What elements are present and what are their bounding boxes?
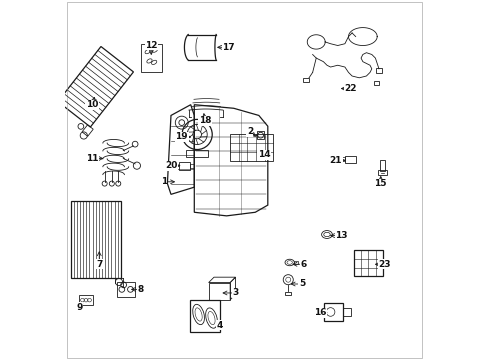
Text: 20: 20 [164,161,177,170]
Text: 14: 14 [257,150,270,159]
Text: 9: 9 [76,303,82,312]
Bar [375,68,382,73]
Text: 8: 8 [137,285,143,294]
Bar [186,149,207,157]
Bar [208,283,230,300]
Text: 11: 11 [86,154,98,163]
Bar [379,160,385,171]
Text: 21: 21 [329,156,342,165]
Bar [70,201,121,278]
Bar [323,303,343,320]
Text: 17: 17 [222,43,234,52]
Text: 15: 15 [374,179,386,188]
Text: 6: 6 [300,260,306,269]
Bar [353,250,382,276]
Text: 19: 19 [175,132,188,141]
Bar [343,308,350,316]
Bar [344,156,355,163]
Bar [117,282,135,297]
Bar [189,300,220,332]
Bar [79,295,93,305]
Bar [373,81,378,85]
Bar [293,261,298,264]
Text: 23: 23 [377,260,390,269]
Text: 10: 10 [86,100,98,109]
Text: 4: 4 [216,321,222,330]
Text: 3: 3 [232,288,238,297]
Text: 1: 1 [161,177,166,186]
Bar [303,78,308,82]
Text: 22: 22 [344,84,356,93]
Text: 12: 12 [145,41,157,50]
Text: 18: 18 [199,116,211,125]
Text: 7: 7 [96,260,102,269]
Bar [341,157,344,161]
Bar [141,44,162,72]
Text: 13: 13 [334,231,347,240]
Bar [190,163,194,168]
Bar [178,162,190,170]
Text: 2: 2 [246,127,252,136]
Bar [257,131,264,139]
Bar [378,170,386,175]
Bar [285,292,290,295]
Text: 16: 16 [313,308,325,317]
Text: 5: 5 [298,279,305,288]
Bar [230,134,273,161]
Bar [382,260,386,267]
